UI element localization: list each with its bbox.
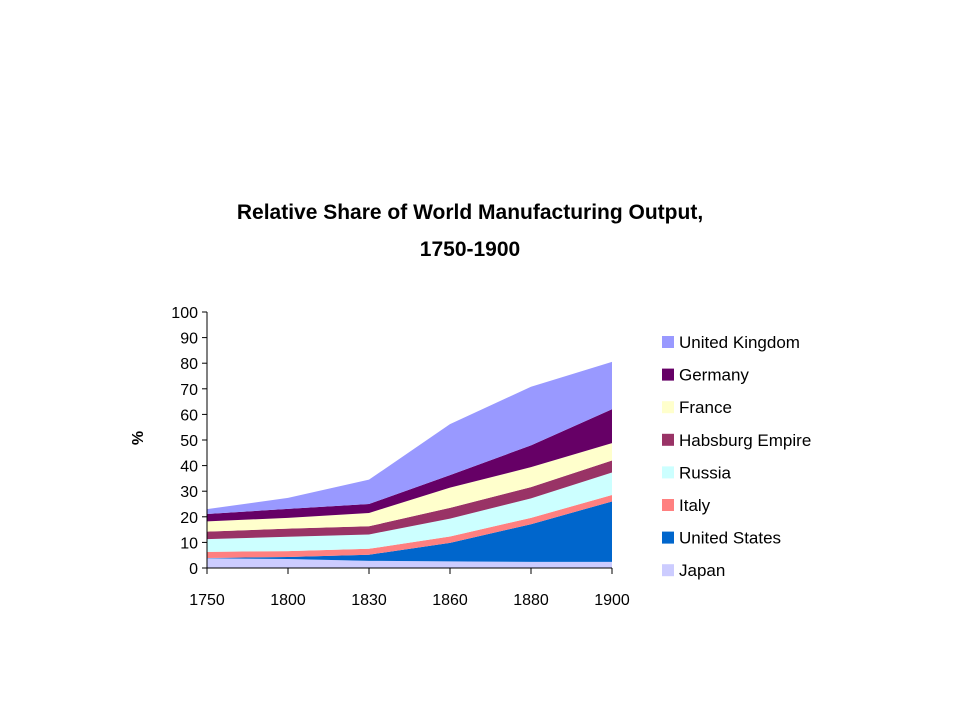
legend-swatch [662,336,674,348]
axes: 0 10 20 30 40 50 60 70 80 90 100 1750 1800 1830 1860 18… [130,305,630,609]
area-united-states [207,501,612,562]
chart-subtitle: 1750-1900 [419,238,521,261]
y-tick-label: 90 [180,331,198,348]
x-tick-label: 1800 [270,592,306,609]
legend-label: Habsburg Empire [679,431,811,450]
legend-swatch [662,466,674,479]
x-tick-label: 1860 [432,592,468,609]
legend-swatch [662,499,674,511]
legend-label: Italy [679,496,711,515]
legend: United Kingdom Germany France Habsburg Empi… [662,333,811,580]
area-russia [207,472,612,552]
x-tick-label: 1750 [189,592,225,609]
y-tick-label: 100 [171,305,198,322]
y-tick-label: 10 [180,535,198,552]
area-germany [207,409,612,522]
area-layers [207,361,612,568]
legend-label: United States [679,529,781,548]
y-tick-label: 0 [189,561,198,578]
y-tick-label: 50 [180,433,198,450]
x-tick-label: 1880 [513,592,549,609]
chart-title: Relative Share of World Manufacturing Ou… [236,201,704,224]
y-axis-label: % [130,431,147,445]
legend-swatch [662,433,674,446]
y-tick-label: 20 [180,510,198,527]
y-tick-label: 60 [180,407,198,424]
y-tick-label: 80 [180,356,198,373]
legend-swatch [662,401,674,414]
legend-label: Russia [679,463,732,482]
y-tick-label: 70 [180,382,198,399]
legend-swatch [662,368,674,381]
area-france [207,443,612,532]
area-united-kingdom [207,361,612,514]
y-tick-label: 40 [180,459,198,476]
legend-label: Germany [679,366,749,385]
area-habsburg-empire [207,460,612,540]
legend-label: United Kingdom [679,333,800,352]
x-tick-label: 1900 [594,592,630,609]
legend-label: France [679,398,732,417]
legend-label: Japan [679,561,725,580]
legend-swatch [662,564,674,577]
area-japan [207,558,612,568]
legend-swatch [662,531,674,544]
x-tick-label: 1830 [351,592,387,609]
area-italy [207,495,612,559]
y-tick-label: 30 [180,484,198,501]
